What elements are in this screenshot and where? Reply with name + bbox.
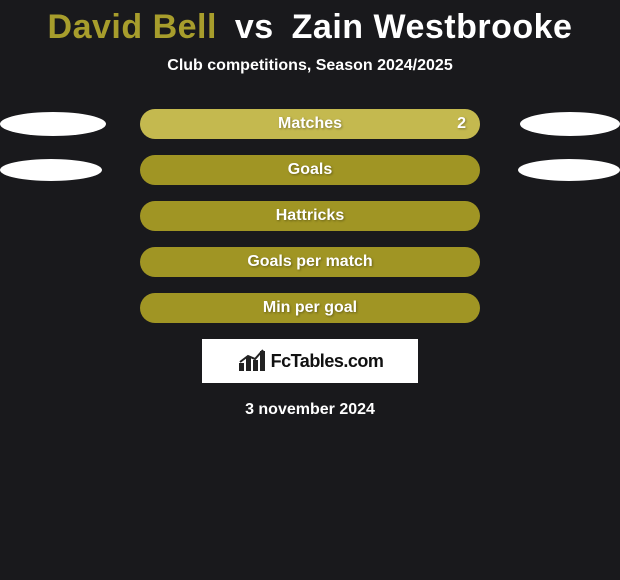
stat-row: Goals (0, 155, 620, 185)
source-badge: FcTables.com (202, 339, 418, 383)
comparison-title: David Bell vs Zain Westbrooke (0, 0, 620, 47)
stat-label: Goals (140, 155, 480, 185)
vs-label: vs (235, 8, 274, 46)
stat-bar: Goals (140, 155, 480, 185)
stat-bar: Min per goal (140, 293, 480, 323)
stat-rows: Matches2 Goals Hattricks Goals per match Min… (0, 109, 620, 323)
stat-value-right: 2 (457, 109, 466, 139)
stat-label: Hattricks (140, 201, 480, 231)
stat-row: Min per goal (0, 293, 620, 323)
stat-label: Goals per match (140, 247, 480, 277)
right-value-ellipse (518, 159, 620, 181)
stat-bar: Goals per match (140, 247, 480, 277)
left-value-ellipse (0, 159, 102, 181)
stat-label: Matches (140, 109, 480, 139)
stat-bar: Hattricks (140, 201, 480, 231)
season-subtitle: Club competitions, Season 2024/2025 (0, 57, 620, 75)
stat-row: Matches2 (0, 109, 620, 139)
stat-bar: Matches2 (140, 109, 480, 139)
right-value-ellipse (520, 112, 620, 136)
source-brand-text: FcTables.com (271, 351, 384, 372)
snapshot-date: 3 november 2024 (0, 401, 620, 419)
bar-chart-icon (237, 349, 267, 373)
left-value-ellipse (0, 112, 106, 136)
player2-name: Zain Westbrooke (292, 8, 573, 46)
player1-name: David Bell (48, 8, 217, 46)
stat-label: Min per goal (140, 293, 480, 323)
stat-row: Hattricks (0, 201, 620, 231)
stat-row: Goals per match (0, 247, 620, 277)
